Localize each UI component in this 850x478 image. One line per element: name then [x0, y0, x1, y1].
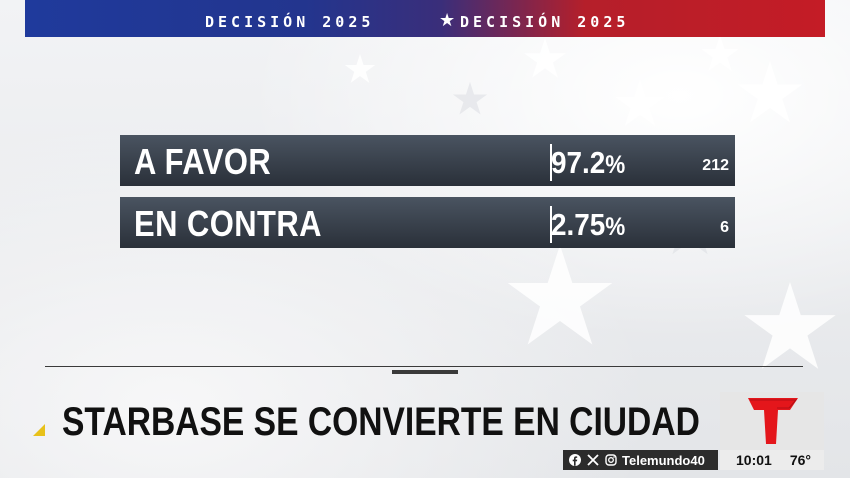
result-row-en-contra: EN CONTRA 2.75% 6 — [120, 197, 735, 248]
time-weather-box: 10:01 76° — [720, 450, 824, 470]
clock-time: 10:01 — [736, 452, 772, 468]
star-icon: ★ — [439, 10, 456, 31]
accent-triangle-icon — [33, 424, 45, 436]
result-count: 212 — [702, 157, 729, 174]
result-percent: 97.2% — [551, 145, 626, 180]
channel-handle: Telemundo40 — [622, 452, 705, 468]
banner-title-right: DECISIÓN 2025 — [460, 13, 630, 31]
decision-2025-banner: DECISIÓN 2025 ★ DECISIÓN 2025 — [25, 0, 825, 37]
x-icon — [586, 454, 599, 467]
banner-title-left: DECISIÓN 2025 — [205, 13, 375, 31]
result-divider — [550, 144, 552, 181]
temperature: 76° — [789, 452, 811, 468]
facebook-icon — [568, 454, 581, 467]
lower-third-separator — [45, 366, 803, 367]
instagram-icon — [604, 454, 617, 467]
result-row-a-favor: A FAVOR 97.2% 212 — [120, 135, 735, 186]
result-percent: 2.75% — [551, 207, 626, 242]
telemundo-t-icon — [748, 398, 798, 444]
social-handle-bar: Telemundo40 — [563, 450, 718, 470]
headline: STARBASE SE CONVIERTE EN CIUDAD — [62, 400, 700, 444]
telemundo-logo — [720, 392, 824, 450]
separator-tab — [392, 370, 458, 374]
result-label: A FAVOR — [134, 141, 272, 182]
result-label: EN CONTRA — [134, 203, 322, 244]
result-count: 6 — [720, 219, 729, 236]
result-divider — [550, 206, 552, 243]
